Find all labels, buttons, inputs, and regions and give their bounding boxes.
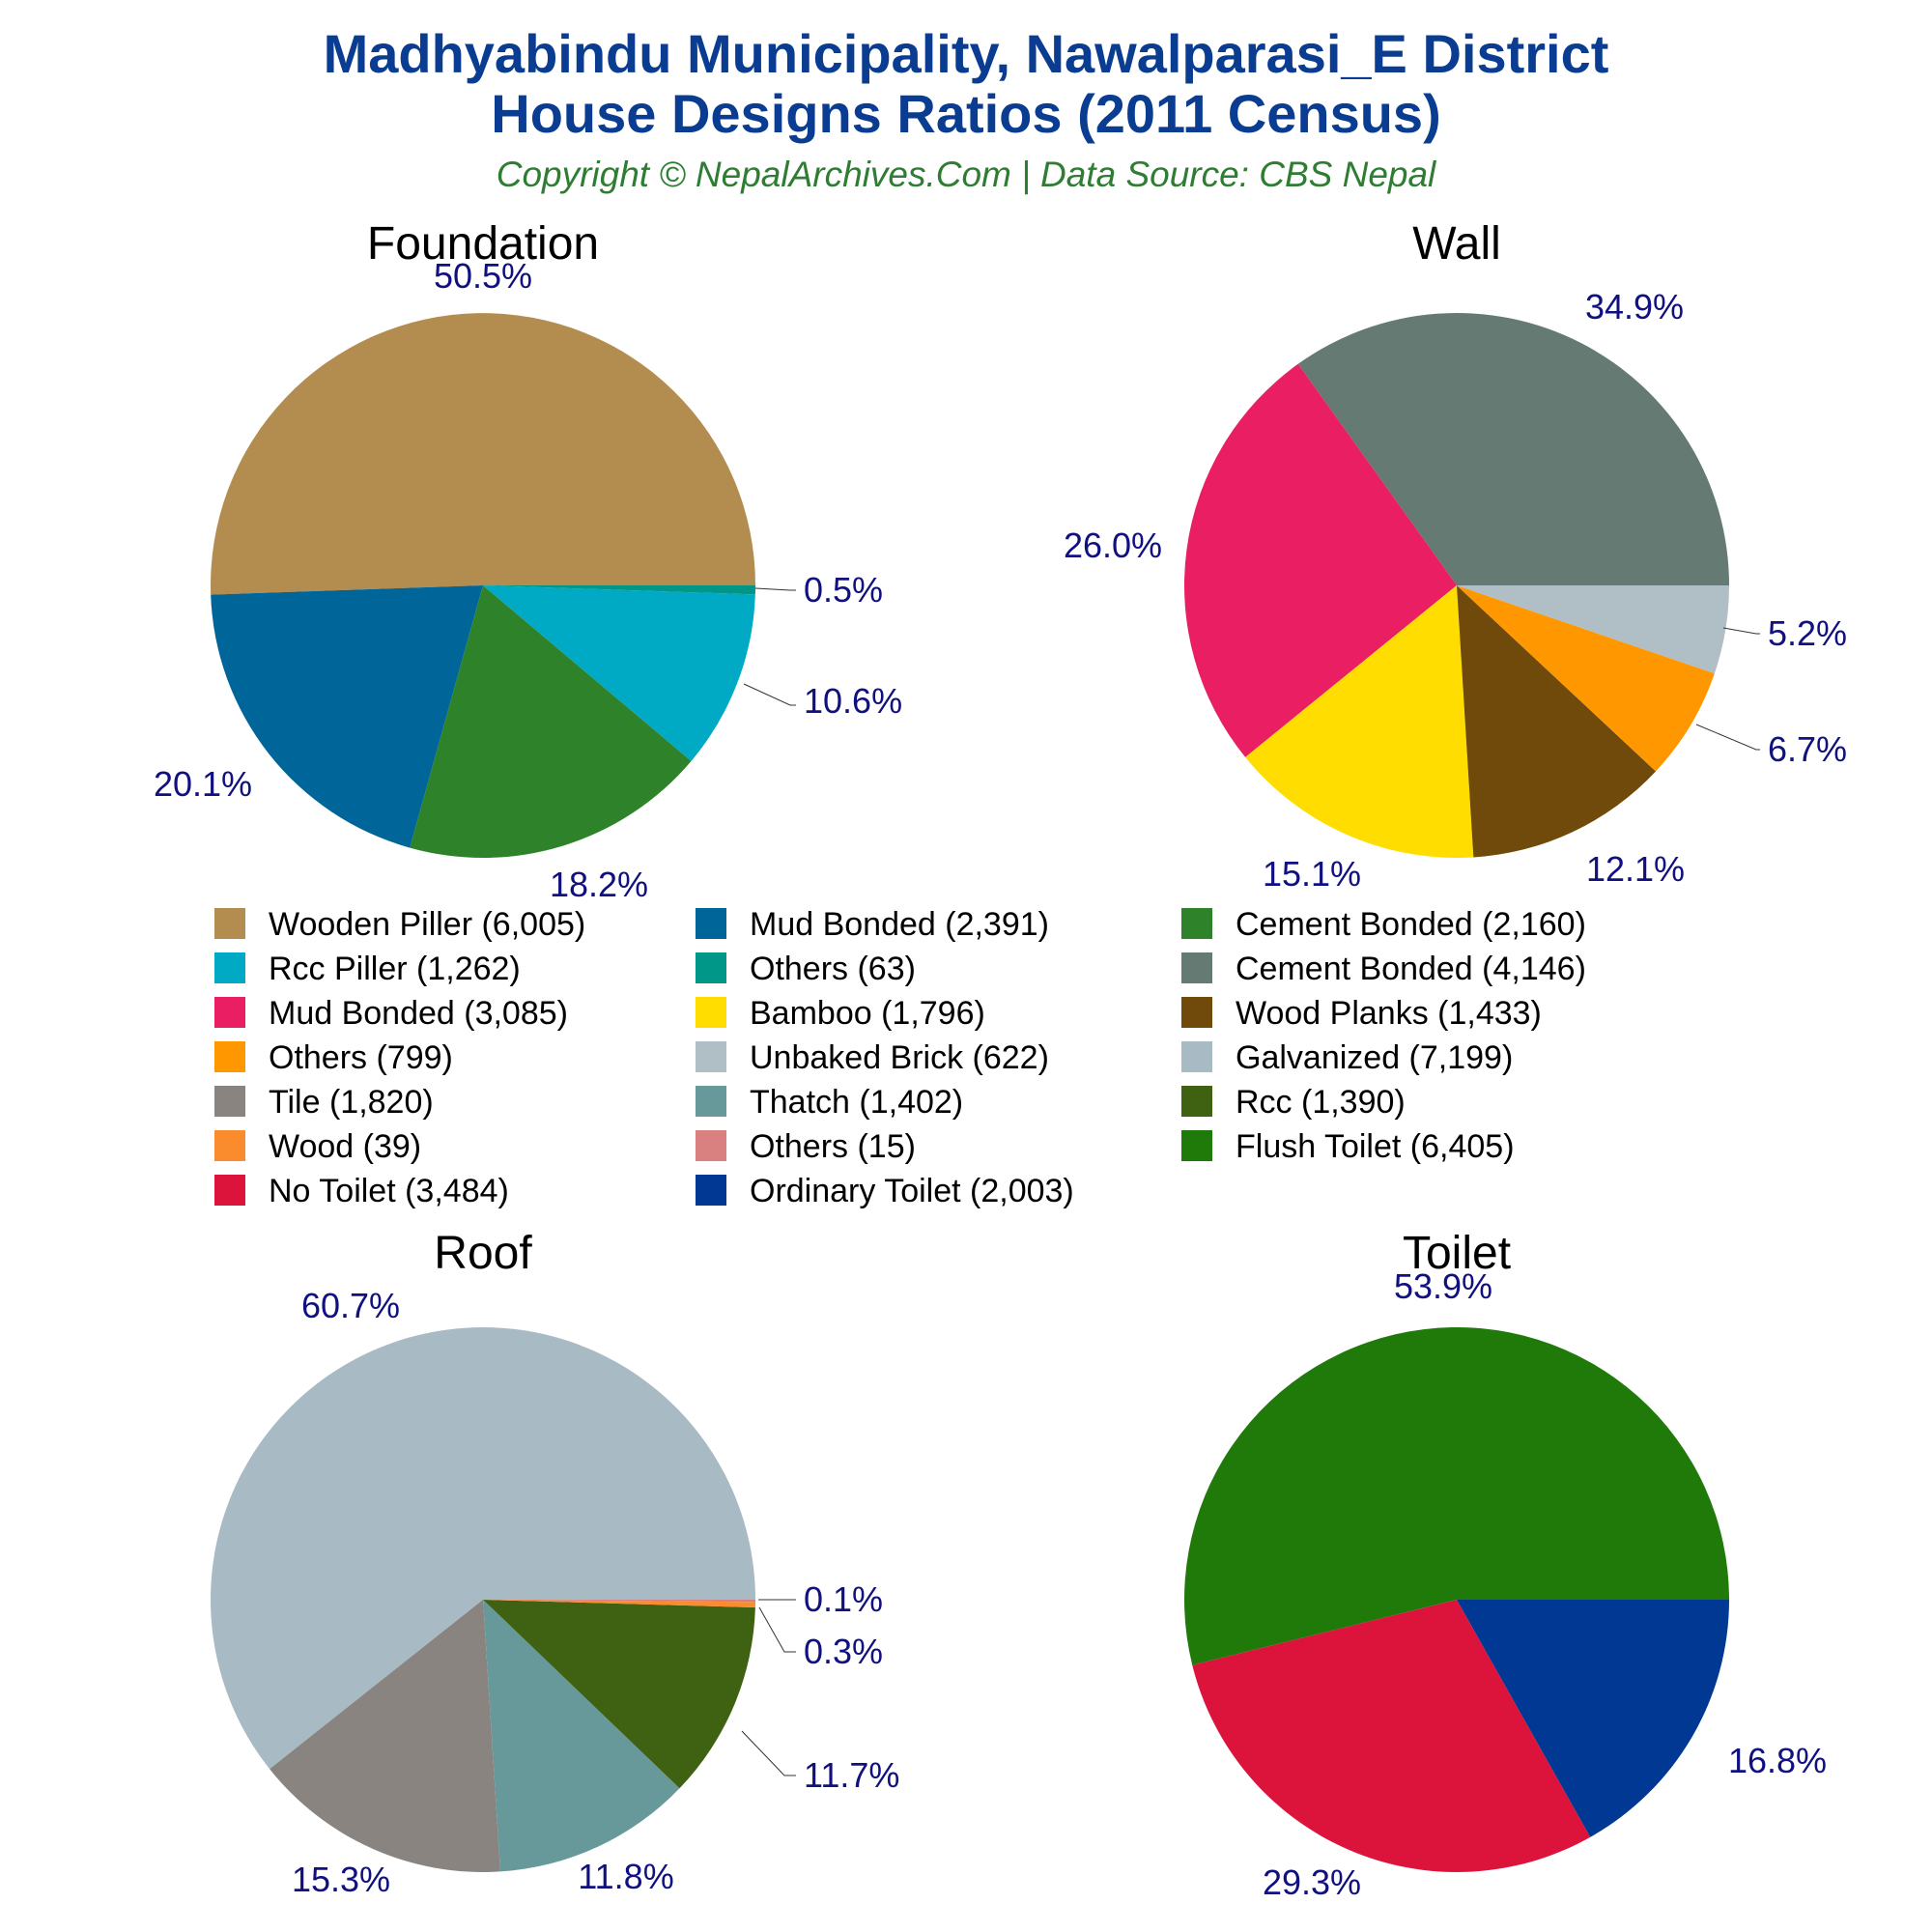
legend-swatch-3 xyxy=(214,952,245,983)
wall-pct-label-2: 15.1% xyxy=(1263,854,1361,894)
wall-slice-4 xyxy=(1457,585,1715,772)
legend-swatch-1 xyxy=(696,908,726,939)
legend-label-18: No Toilet (3,484) xyxy=(269,1173,509,1209)
foundation-pct-label-3: 10.6% xyxy=(804,681,902,721)
foundation-pct-label-0: 50.5% xyxy=(434,256,532,296)
roof-pct-label-2: 11.8% xyxy=(578,1857,673,1896)
roof-slice-3 xyxy=(483,1600,755,1789)
foundation-slice-2 xyxy=(410,585,692,859)
legend-label-15: Wood (39) xyxy=(269,1128,421,1165)
legend-label-4: Others (63) xyxy=(750,951,916,987)
roof-pct-label-0: 60.7% xyxy=(301,1286,400,1325)
pie-charts: 50.5% 20.1% 18.2% 10.6% 0.5% 34.9% 26.0% 15.1% 1… xyxy=(154,256,1847,1902)
roof-leader-4 xyxy=(758,1606,796,1653)
roof-pct-label-5: 0.1% xyxy=(804,1579,883,1619)
legend-label-3: Rcc Piller (1,262) xyxy=(269,951,521,987)
toilet-pct-label-2: 16.8% xyxy=(1728,1741,1827,1780)
legend-label-1: Mud Bonded (2,391) xyxy=(750,906,1049,943)
legend-swatch-16 xyxy=(696,1130,726,1161)
foundation-pct-label-1: 20.1% xyxy=(154,764,252,804)
wall-slice-3 xyxy=(1457,585,1657,858)
legend-label-2: Cement Bonded (2,160) xyxy=(1236,906,1586,943)
legend-label-11: Galvanized (7,199) xyxy=(1236,1039,1513,1076)
legend-swatch-7 xyxy=(696,997,726,1028)
chart-title-line2: House Designs Ratios (2011 Census) xyxy=(491,83,1440,144)
legend-label-6: Mud Bonded (3,085) xyxy=(269,995,568,1032)
chart-title-line1: Madhyabindu Municipality, Nawalparasi_E … xyxy=(324,23,1609,84)
legend-swatch-17 xyxy=(1181,1130,1212,1161)
legend-label-16: Others (15) xyxy=(750,1128,916,1165)
legend-label-10: Unbaked Brick (622) xyxy=(750,1039,1049,1076)
legend-swatch-11 xyxy=(1181,1041,1212,1072)
toilet-pie-title: Toilet xyxy=(1403,1228,1511,1279)
legend-label-13: Thatch (1,402) xyxy=(750,1084,963,1121)
roof-slice-4 xyxy=(483,1600,755,1608)
toilet-pct-label-1: 29.3% xyxy=(1263,1862,1361,1902)
legend-swatch-9 xyxy=(214,1041,245,1072)
toilet-pct-label-0: 53.9% xyxy=(1394,1266,1492,1306)
wall-pct-label-4: 6.7% xyxy=(1768,729,1847,769)
legend-swatch-5 xyxy=(1181,952,1212,983)
foundation-pie-title: Foundation xyxy=(367,218,599,270)
legend-swatch-0 xyxy=(214,908,245,939)
toilet-slice-1 xyxy=(1192,1600,1591,1873)
wall-leader-5 xyxy=(1722,627,1760,635)
foundation-pct-label-4: 0.5% xyxy=(804,570,883,610)
legend-swatch-19 xyxy=(696,1175,726,1206)
legend-label-19: Ordinary Toilet (2,003) xyxy=(750,1173,1074,1209)
foundation-pct-label-2: 18.2% xyxy=(550,865,648,904)
legend-swatch-18 xyxy=(214,1175,245,1206)
legend-label-5: Cement Bonded (4,146) xyxy=(1236,951,1586,987)
wall-leader-4 xyxy=(1695,724,1760,751)
wall-pct-label-1: 26.0% xyxy=(1064,526,1162,565)
roof-slice-0 xyxy=(211,1327,755,1770)
roof-pct-label-4: 0.3% xyxy=(804,1632,883,1671)
roof-pie-title: Roof xyxy=(434,1228,532,1279)
roof-slice-1 xyxy=(270,1600,500,1873)
legend-label-14: Rcc (1,390) xyxy=(1236,1084,1406,1121)
wall-slice-0 xyxy=(1297,313,1729,585)
legend-label-12: Tile (1,820) xyxy=(269,1084,434,1121)
foundation-slice-4 xyxy=(483,585,755,595)
wall-slice-1 xyxy=(1183,363,1457,757)
legend-swatch-8 xyxy=(1181,997,1212,1028)
legend: Wooden Piller (6,005) Mud Bonded (2,391) C… xyxy=(214,906,1586,1209)
foundation-leader-3 xyxy=(743,683,796,706)
roof-pct-label-3: 11.7% xyxy=(804,1755,899,1795)
toilet-slice-0 xyxy=(1184,1327,1729,1665)
wall-slice-5 xyxy=(1457,585,1729,674)
legend-swatch-4 xyxy=(696,952,726,983)
legend-label-17: Flush Toilet (6,405) xyxy=(1236,1128,1515,1165)
roof-pct-label-1: 15.3% xyxy=(292,1860,390,1899)
roof-slice-2 xyxy=(483,1600,680,1872)
roof-slice-5 xyxy=(483,1600,755,1603)
legend-label-0: Wooden Piller (6,005) xyxy=(269,906,585,943)
legend-swatch-10 xyxy=(696,1041,726,1072)
legend-swatch-13 xyxy=(696,1086,726,1117)
foundation-slice-3 xyxy=(483,585,755,761)
roof-leader-3 xyxy=(741,1730,796,1776)
legend-label-8: Wood Planks (1,433) xyxy=(1236,995,1542,1032)
chart-subtitle: Copyright © NepalArchives.Com | Data Sou… xyxy=(497,155,1437,194)
legend-swatch-6 xyxy=(214,997,245,1028)
legend-label-7: Bamboo (1,796) xyxy=(750,995,985,1032)
legend-swatch-14 xyxy=(1181,1086,1212,1117)
toilet-slice-2 xyxy=(1457,1600,1729,1837)
legend-swatch-12 xyxy=(214,1086,245,1117)
wall-slice-2 xyxy=(1245,585,1474,859)
foundation-leader-4 xyxy=(754,587,796,591)
wall-pie-title: Wall xyxy=(1412,218,1501,270)
foundation-slice-1 xyxy=(211,585,483,848)
foundation-slice-0 xyxy=(210,313,755,595)
legend-swatch-15 xyxy=(214,1130,245,1161)
wall-pct-label-3: 12.1% xyxy=(1586,849,1685,889)
wall-pct-label-0: 34.9% xyxy=(1585,287,1684,327)
legend-swatch-2 xyxy=(1181,908,1212,939)
legend-label-9: Others (799) xyxy=(269,1039,453,1076)
wall-pct-label-5: 5.2% xyxy=(1768,613,1847,653)
